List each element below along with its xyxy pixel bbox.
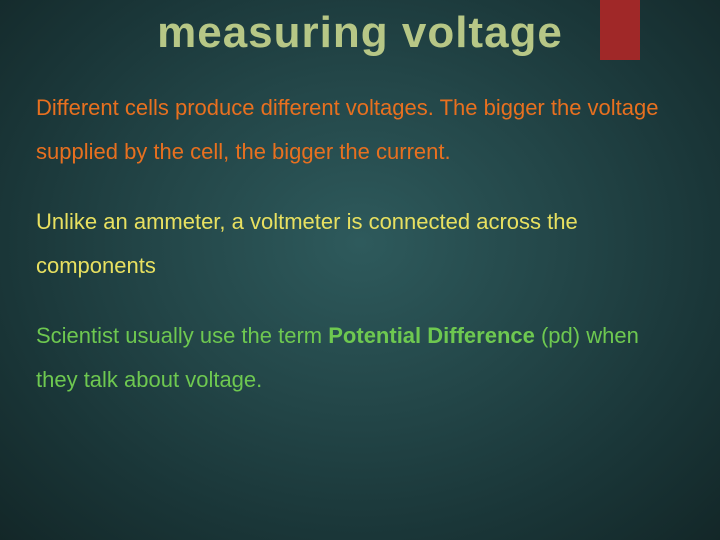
paragraph-2: Unlike an ammeter, a voltmeter is connec…: [36, 200, 684, 288]
paragraph-1: Different cells produce different voltag…: [36, 86, 684, 174]
p3-bold: Potential Difference: [328, 323, 535, 348]
p3-prefix: Scientist usually use the term: [36, 323, 328, 348]
paragraph-3: Scientist usually use the term Potential…: [36, 314, 684, 402]
slide-content: Different cells produce different voltag…: [0, 86, 720, 402]
accent-bar: [600, 0, 640, 60]
